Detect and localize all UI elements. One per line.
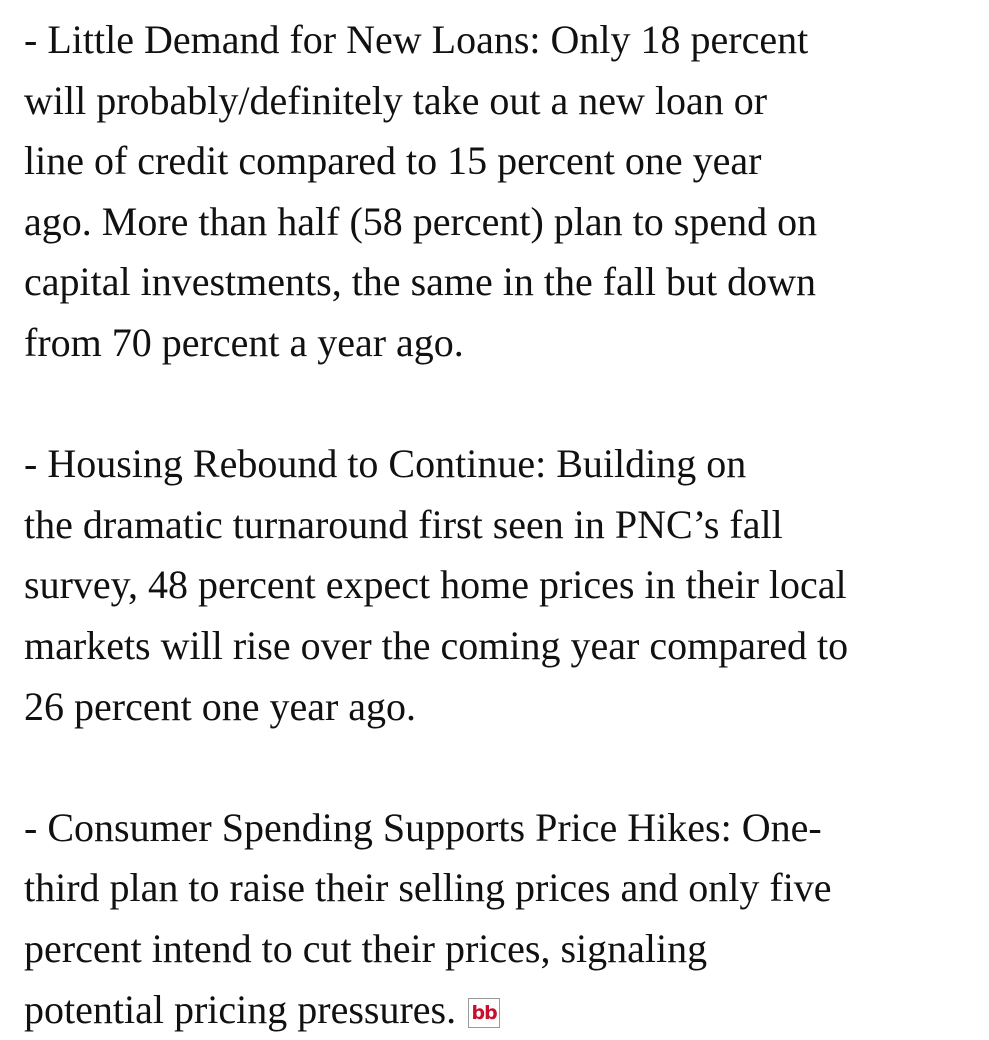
paragraph: - Little Demand for New Loans: Only 18 p… bbox=[24, 10, 989, 374]
line-text: from 70 percent a year ago. bbox=[24, 320, 464, 365]
text-line: percent intend to cut their prices, sign… bbox=[24, 919, 989, 980]
text-line: - Little Demand for New Loans: Only 18 p… bbox=[24, 10, 989, 71]
line-text: line of credit compared to 15 percent on… bbox=[24, 138, 761, 183]
line-text: ago. More than half (58 percent) plan to… bbox=[24, 199, 817, 244]
text-line: markets will rise over the coming year c… bbox=[24, 616, 989, 677]
text-line: ago. More than half (58 percent) plan to… bbox=[24, 192, 989, 253]
logo-icon: bb bbox=[468, 998, 500, 1028]
line-text: - Consumer Spending Supports Price Hikes… bbox=[24, 805, 822, 850]
line-text: percent intend to cut their prices, sign… bbox=[24, 926, 707, 971]
text-line: the dramatic turnaround first seen in PN… bbox=[24, 495, 989, 556]
line-text: 26 percent one year ago. bbox=[24, 684, 416, 729]
line-text: survey, 48 percent expect home prices in… bbox=[24, 562, 847, 607]
paragraph: - Housing Rebound to Continue: Building … bbox=[24, 434, 989, 737]
line-text: markets will rise over the coming year c… bbox=[24, 623, 848, 668]
line-text: - Housing Rebound to Continue: Building … bbox=[24, 441, 746, 486]
line-text: - Little Demand for New Loans: Only 18 p… bbox=[24, 17, 808, 62]
text-line: 26 percent one year ago. bbox=[24, 677, 989, 738]
line-text: third plan to raise their selling prices… bbox=[24, 865, 832, 910]
paragraph: - Consumer Spending Supports Price Hikes… bbox=[24, 798, 989, 1040]
text-line: will probably/definitely take out a new … bbox=[24, 71, 989, 132]
line-text: potential pricing pressures. bbox=[24, 987, 456, 1032]
line-text: the dramatic turnaround first seen in PN… bbox=[24, 502, 783, 547]
line-text: capital investments, the same in the fal… bbox=[24, 259, 816, 304]
document: - Little Demand for New Loans: Only 18 p… bbox=[0, 0, 989, 980]
text-line: line of credit compared to 15 percent on… bbox=[24, 131, 989, 192]
text-line: survey, 48 percent expect home prices in… bbox=[24, 555, 989, 616]
text-line: - Housing Rebound to Continue: Building … bbox=[24, 434, 989, 495]
text-line: from 70 percent a year ago. bbox=[24, 313, 989, 374]
text-line: third plan to raise their selling prices… bbox=[24, 858, 989, 919]
text-line: potential pricing pressures. bb bbox=[24, 980, 989, 1040]
text-line: capital investments, the same in the fal… bbox=[24, 252, 989, 313]
text-line: - Consumer Spending Supports Price Hikes… bbox=[24, 798, 989, 859]
line-text: will probably/definitely take out a new … bbox=[24, 78, 767, 123]
